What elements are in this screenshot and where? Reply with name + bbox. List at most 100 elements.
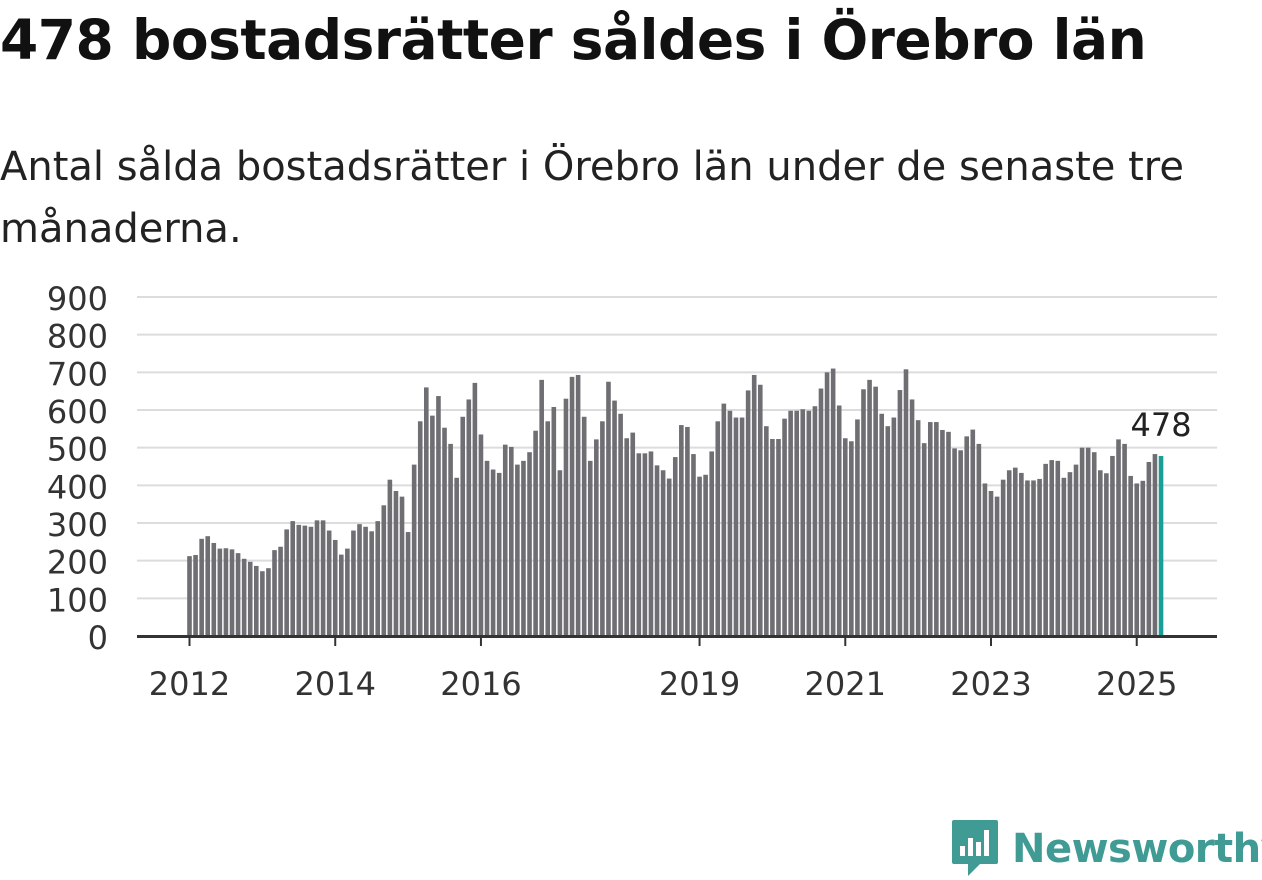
bar (515, 464, 520, 636)
bar (818, 388, 824, 636)
bar (387, 479, 393, 636)
bar (970, 429, 976, 636)
bar (1025, 480, 1030, 636)
bar (782, 418, 787, 636)
bar (405, 532, 411, 636)
bar (521, 460, 526, 636)
bar (672, 457, 678, 636)
bar (253, 565, 259, 636)
y-tick-label: 600 (47, 393, 108, 431)
bar (332, 539, 338, 636)
bar (496, 472, 502, 636)
bar (836, 405, 842, 636)
bar (1000, 479, 1006, 636)
bar (703, 474, 708, 636)
bar (308, 526, 314, 636)
bar (733, 417, 739, 636)
bar (375, 521, 381, 636)
bar (739, 417, 745, 636)
bar (1043, 463, 1048, 636)
bar (563, 398, 569, 636)
bar (958, 450, 963, 636)
bar (1098, 470, 1103, 636)
y-tick-label: 100 (47, 581, 108, 619)
bar (533, 430, 538, 636)
bar (806, 410, 812, 636)
bar (1055, 460, 1061, 636)
bar (648, 451, 654, 636)
bar (575, 374, 581, 636)
bar (424, 387, 429, 636)
bar (272, 550, 277, 636)
bar (1085, 447, 1091, 636)
bar (994, 496, 1000, 636)
y-tick-label: 900 (47, 280, 108, 318)
chart-title: 478 bostadsrätter såldes i Örebro län (0, 8, 1147, 72)
bar (776, 439, 781, 636)
bar (612, 400, 617, 636)
bar (551, 406, 557, 636)
bar (302, 525, 308, 636)
bar (654, 465, 660, 636)
chart-subtitle: Antal sålda bostadsrätter i Örebro län u… (0, 144, 1184, 252)
bar (260, 571, 265, 636)
bar (745, 390, 751, 636)
y-tick-label: 200 (47, 544, 108, 582)
bar (727, 410, 733, 636)
bar (1006, 470, 1012, 636)
bar (284, 529, 289, 636)
bar (417, 421, 423, 636)
bar (1110, 455, 1115, 636)
highlight-value-label: 478 (1130, 406, 1191, 444)
bar (976, 443, 982, 636)
bar (199, 538, 204, 636)
bar (369, 531, 374, 636)
bar (1061, 477, 1067, 636)
bar (921, 443, 927, 636)
bar (430, 415, 435, 636)
bar (363, 526, 368, 636)
bar (891, 417, 897, 636)
bar (490, 469, 496, 636)
bar (454, 477, 459, 636)
y-tick-label: 500 (47, 431, 108, 469)
bar (1146, 461, 1152, 636)
bar (247, 561, 253, 636)
bar (1152, 454, 1158, 636)
bar (666, 478, 672, 636)
bar (411, 464, 417, 636)
bar (751, 374, 757, 636)
bar (193, 555, 198, 636)
bar (545, 421, 551, 636)
bar (800, 409, 806, 636)
bar (1122, 443, 1127, 636)
bar (357, 524, 362, 636)
bar (436, 396, 441, 636)
bar (861, 389, 866, 636)
bar (345, 548, 350, 636)
bar (320, 520, 326, 636)
bar (636, 453, 642, 636)
bar (399, 496, 405, 636)
y-tick-label: 800 (47, 318, 108, 356)
bar-highlight (1158, 455, 1164, 636)
bar (460, 416, 466, 636)
bar (715, 421, 721, 636)
bar (812, 406, 818, 636)
x-tick-label: 2012 (149, 665, 230, 703)
bar (381, 505, 387, 636)
bar (266, 568, 271, 636)
bar (770, 439, 775, 636)
x-tick-label: 2016 (440, 665, 521, 703)
bar (927, 422, 933, 636)
bar (314, 520, 320, 636)
y-tick-label: 700 (47, 355, 108, 393)
bar (691, 454, 696, 636)
bar (660, 470, 666, 636)
bar (339, 554, 344, 636)
bar (788, 410, 793, 636)
x-tick-label: 2023 (950, 665, 1031, 703)
bar (606, 381, 611, 636)
bar (697, 476, 702, 636)
